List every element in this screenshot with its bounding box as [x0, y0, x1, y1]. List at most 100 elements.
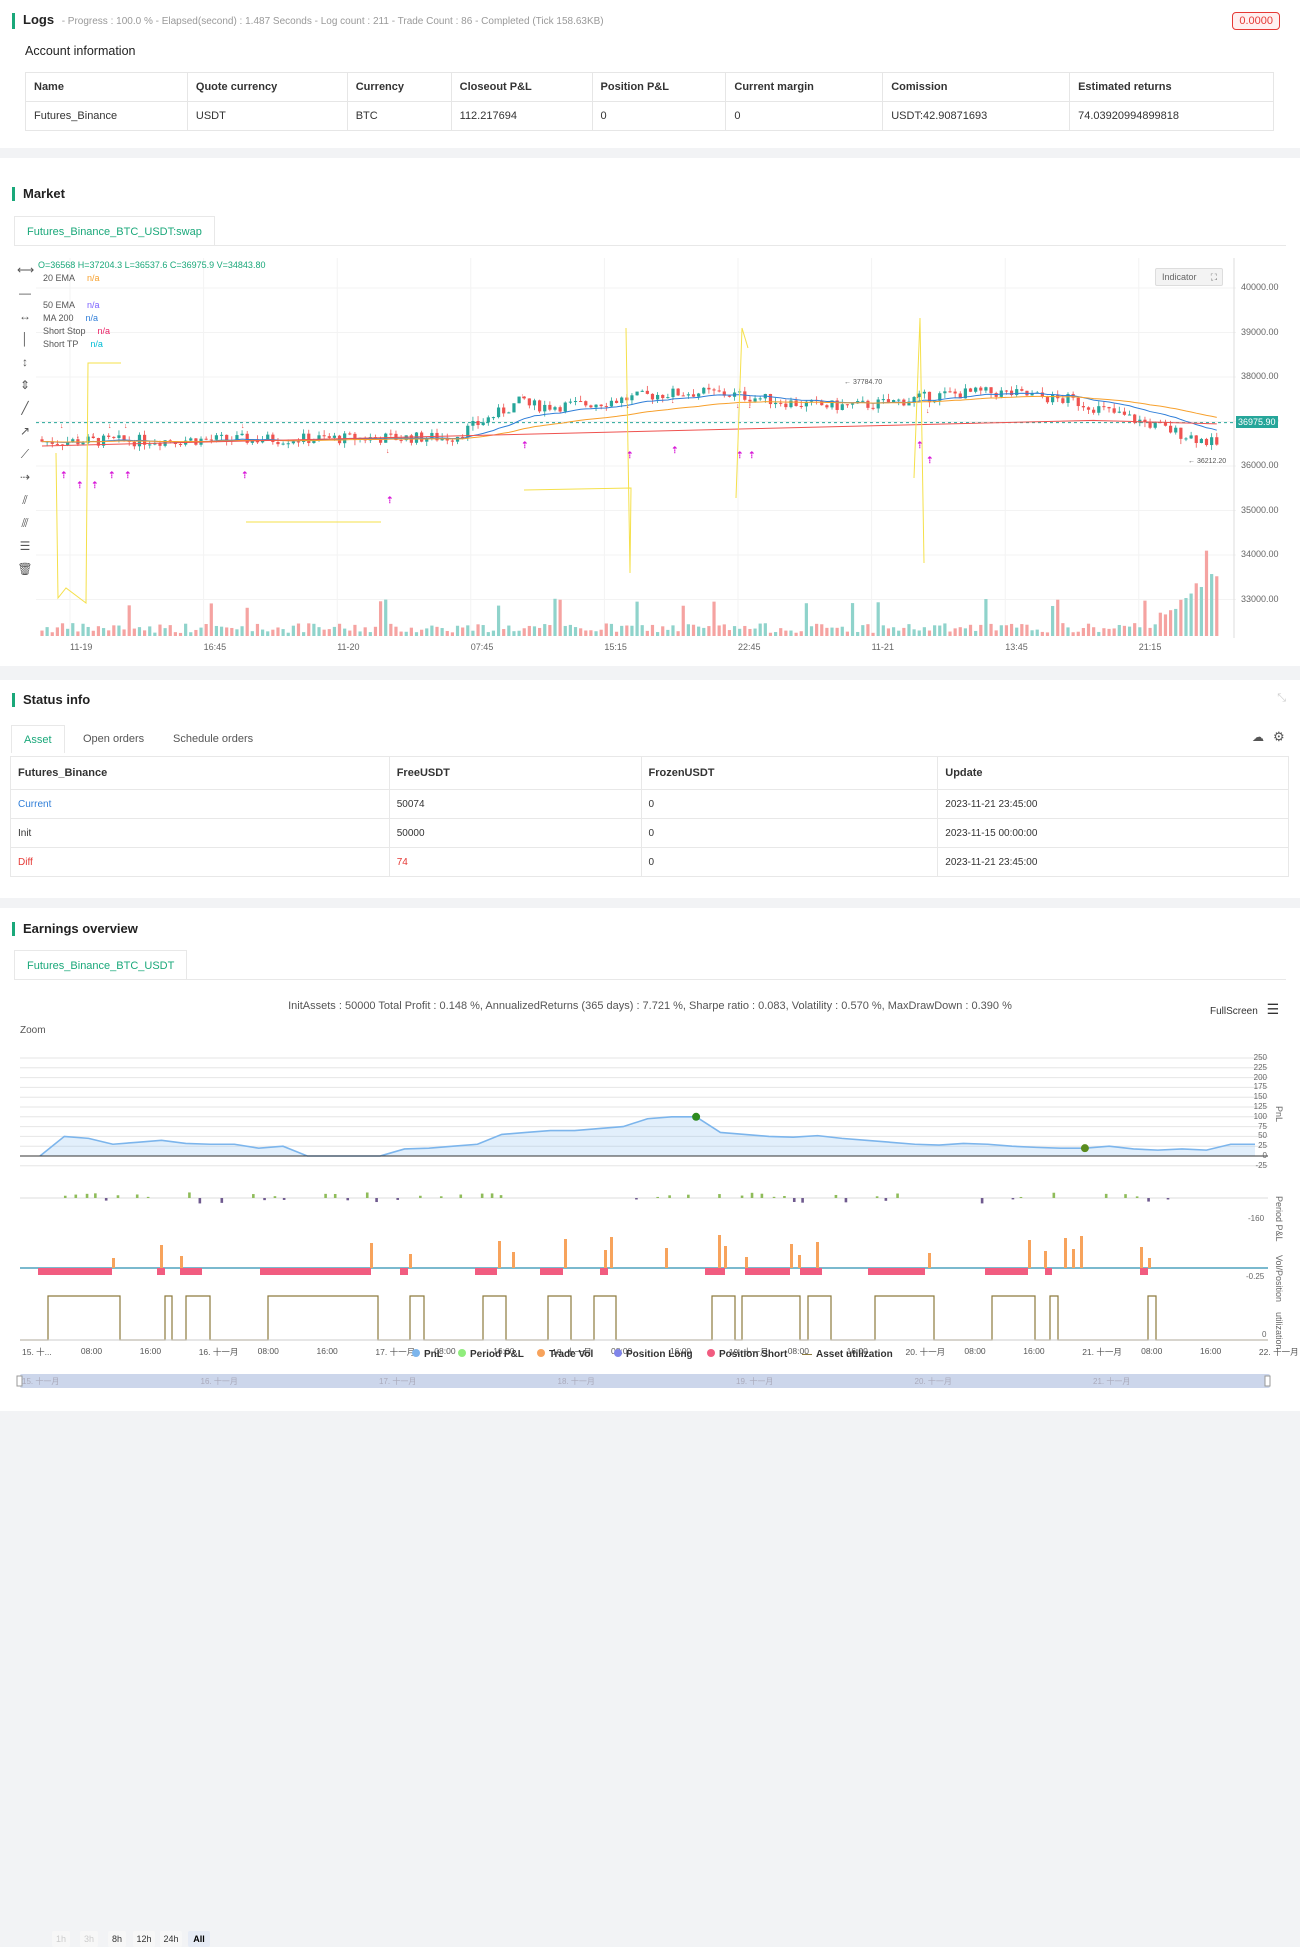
tab-asset[interactable]: Asset	[11, 725, 65, 753]
ma-200-line	[41, 419, 1217, 447]
volume-bar	[604, 623, 608, 636]
candle-body	[917, 393, 921, 398]
tab-open-orders[interactable]: Open orders	[83, 733, 145, 745]
zoom-24h[interactable]: 24h	[160, 1931, 182, 1947]
volume-bar	[96, 626, 101, 636]
time-tick: 22:45	[738, 642, 761, 652]
axis-label: Period P&L	[1274, 1196, 1284, 1242]
volume-bar	[491, 630, 496, 636]
segment-icon[interactable]: ⟋	[20, 447, 30, 461]
cloud-icon[interactable]: ☁	[1252, 730, 1264, 744]
navigator-tick: 19. 十一月	[736, 1377, 774, 1386]
volume-bar	[532, 626, 537, 636]
volume-bar	[856, 631, 860, 636]
horizontal-line-icon[interactable]: —	[19, 286, 31, 300]
indicator-item[interactable]: Short Stop n/a	[43, 326, 110, 336]
volume-bar	[758, 623, 762, 636]
parallel-line-icon[interactable]: ⫽	[22, 493, 28, 507]
horizontal-ray-icon[interactable]: ↔	[19, 309, 31, 323]
indicator-item[interactable]: 20 EMA n/a	[43, 273, 100, 283]
ray-line-icon[interactable]: ↗	[19, 424, 31, 438]
market-chart[interactable]: ↓ ⇡ ↓ ⇡ ↓ ⇡ ↓ ⇡ ↓ ⇡ ↓ ⇡ ↓ ⇡ ↓ ⇡ ↓ ⇡ ↓ ⇡ ↓ ⇡ ↓ ⇡ ↓ ⇡ ↓ ⇡ ← 37784.70 ← …	[36, 258, 1236, 638]
volume-bar	[553, 598, 557, 636]
legend-item[interactable]: Period P&L	[458, 1349, 524, 1360]
legend-label: Position Short	[719, 1349, 788, 1360]
volume-bar	[281, 629, 285, 636]
candle-body	[486, 417, 490, 423]
volume-bar	[563, 625, 567, 636]
fullscreen-button[interactable]: FullScreen ☰	[1210, 1001, 1279, 1018]
volume-bar	[620, 625, 624, 636]
earn-time-tick: 22. 十一月	[1258, 1347, 1299, 1357]
account-header: Position P&L	[591, 72, 727, 102]
volume-bar	[1092, 627, 1096, 636]
trade-marker: ↓	[76, 433, 80, 440]
volume-bar	[907, 624, 911, 636]
candle-body	[245, 433, 249, 443]
legend-item[interactable]: Asset utilization	[802, 1349, 893, 1360]
candle-body	[1086, 407, 1091, 410]
gear-icon[interactable]: ⚙	[1273, 729, 1285, 744]
candle-body	[963, 388, 967, 399]
candle-body	[225, 434, 229, 441]
candle-body	[881, 399, 885, 401]
close-icon[interactable]: ⤡	[1277, 692, 1286, 704]
volume-bar	[789, 630, 793, 636]
candlestick-chart[interactable]: ↓ ⇡ ↓ ⇡ ↓ ⇡ ↓ ⇡ ↓ ⇡ ↓ ⇡ ↓ ⇡ ↓ ⇡ ↓ ⇡ ↓ ⇡ ↓ ⇡ ↓ ⇡ ↓ ⇡ ↓ ⇡ ← 37784.70 ← …	[36, 258, 1236, 638]
trade-marker: ⇡	[748, 450, 756, 460]
volume-bar	[343, 628, 347, 636]
cursor-icon[interactable]: ⟷	[17, 263, 35, 277]
indicator-item[interactable]: MA 200 n/a	[43, 313, 98, 323]
candle-body	[891, 400, 896, 403]
volume-bar	[122, 629, 126, 636]
candle-body	[1199, 438, 1203, 444]
status-update: 2023-11-21 23:45:00	[937, 847, 1289, 877]
volume-bar	[153, 632, 157, 636]
candle-body	[773, 402, 778, 405]
candle-body	[620, 397, 624, 403]
volume-bar	[984, 599, 988, 636]
candle-body	[558, 407, 562, 412]
volume-bar	[830, 627, 834, 636]
legend-item[interactable]: Position Short	[707, 1349, 787, 1360]
legend-item[interactable]: Trade Vol	[537, 1349, 593, 1360]
volume-bar	[861, 625, 865, 636]
zoom-3h[interactable]: 3h	[80, 1931, 98, 1947]
volume-bar	[91, 630, 95, 636]
volume-bar	[650, 624, 655, 636]
legend-item[interactable]: Position Long	[614, 1349, 693, 1360]
menu-icon[interactable]: ☰	[1266, 1001, 1280, 1017]
candle-body	[1215, 437, 1219, 445]
volume-bar	[584, 630, 588, 636]
trash-icon[interactable]: 🗑	[17, 562, 33, 576]
tab-earnings-symbol[interactable]: Futures_Binance_BTC_USDT	[14, 950, 188, 980]
ruler-icon[interactable]: ☰	[19, 539, 31, 553]
zoom-1h[interactable]: 1h	[52, 1931, 70, 1947]
volume-bar	[671, 625, 675, 636]
trade-marker: ⇡	[108, 470, 116, 480]
zoom-All[interactable]: All	[188, 1931, 210, 1947]
indicator-button[interactable]: Indicator ⛶	[1155, 268, 1223, 286]
indicator-item[interactable]: Short TP n/a	[43, 339, 103, 349]
candle-body	[1076, 397, 1080, 407]
candle-body	[214, 435, 219, 440]
indicator-item[interactable]: 50 EMA n/a	[43, 300, 100, 310]
tab-schedule-orders[interactable]: Schedule orders	[173, 733, 254, 745]
volume-bar	[799, 631, 803, 636]
zoom-12h[interactable]: 12h	[133, 1931, 155, 1947]
cross-line-icon[interactable]: ⇕	[19, 378, 31, 392]
volume-bar	[676, 631, 680, 636]
logs-progress: - Progress : 100.0 % - Elapsed(second) :…	[61, 16, 604, 27]
tab-market-symbol[interactable]: Futures_Binance_BTC_USDT:swap	[14, 216, 215, 246]
legend-dot-icon	[537, 1349, 545, 1357]
legend-item[interactable]: PnL	[412, 1349, 443, 1360]
trend-line-icon[interactable]: ╱	[21, 401, 29, 415]
vertical-ray-icon[interactable]: ↕	[22, 355, 28, 369]
volume-bar	[219, 626, 224, 636]
volume-bar	[184, 623, 188, 636]
price-line-icon[interactable]: ⇢	[19, 470, 31, 484]
vertical-line-icon[interactable]: │	[21, 332, 29, 346]
candle-body	[743, 391, 747, 400]
fib-icon[interactable]: ⫻	[21, 516, 29, 530]
zoom-8h[interactable]: 8h	[108, 1931, 126, 1947]
